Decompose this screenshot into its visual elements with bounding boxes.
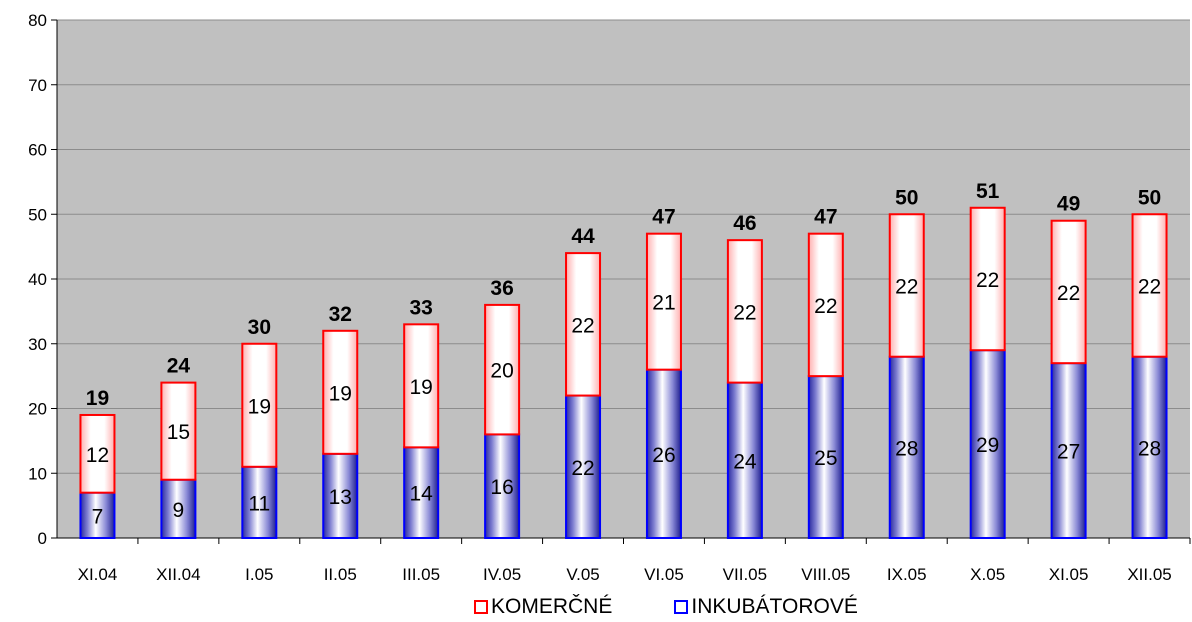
total-label: 24 xyxy=(167,355,191,378)
y-tick-label: 50 xyxy=(28,205,47,224)
y-tick-label: 10 xyxy=(28,464,47,483)
data-label-komercne: 22 xyxy=(814,295,837,318)
total-label: 19 xyxy=(86,387,109,410)
total-label: 36 xyxy=(490,277,513,300)
data-label-inkubatorove: 26 xyxy=(652,444,675,467)
legend-item-inkubatorove: INKUBÁTOROVÉ xyxy=(674,596,857,617)
data-label-inkubatorove: 28 xyxy=(1138,437,1161,460)
data-label-komercne: 19 xyxy=(329,382,352,405)
total-label: 51 xyxy=(976,180,1000,203)
x-tick-label: III.05 xyxy=(402,565,440,584)
data-label-inkubatorove: 16 xyxy=(490,476,513,499)
y-tick-label: 40 xyxy=(28,270,47,289)
x-tick-label: XI.05 xyxy=(1049,565,1089,584)
y-tick-label: 0 xyxy=(38,529,47,548)
x-tick-label: VIII.05 xyxy=(801,565,850,584)
data-label-komercne: 19 xyxy=(248,395,271,418)
total-label: 32 xyxy=(329,303,352,326)
y-tick-label: 80 xyxy=(28,11,47,30)
y-tick-label: 70 xyxy=(28,76,47,95)
x-tick-label: V.05 xyxy=(566,565,599,584)
data-label-inkubatorove: 11 xyxy=(248,492,270,515)
x-tick-label: IV.05 xyxy=(483,565,521,584)
total-label: 44 xyxy=(571,225,595,248)
legend-label-inkubatorove: INKUBÁTOROVÉ xyxy=(691,596,857,617)
legend-swatch-komercne xyxy=(474,600,488,614)
data-label-komercne: 22 xyxy=(733,301,756,324)
x-tick-label: VI.05 xyxy=(644,565,684,584)
data-label-inkubatorove: 25 xyxy=(814,447,837,470)
data-label-inkubatorove: 13 xyxy=(329,486,352,509)
data-label-komercne: 22 xyxy=(1057,282,1080,305)
stacked-bar-chart: 0 10 20 30 40 50 60 70 80 7 12 19 XI.04 9 15 24 XII.04 11… xyxy=(0,0,1192,590)
data-label-komercne: 19 xyxy=(409,376,432,399)
y-tick-label: 60 xyxy=(28,141,47,160)
total-label: 50 xyxy=(895,186,918,209)
data-label-komercne: 15 xyxy=(167,421,190,444)
legend-item-komercne: KOMERČNÉ xyxy=(474,596,612,617)
data-label-komercne: 22 xyxy=(1138,275,1161,298)
data-label-inkubatorove: 22 xyxy=(571,457,594,480)
total-label: 30 xyxy=(248,316,271,339)
data-label-inkubatorove: 29 xyxy=(976,434,999,457)
data-label-inkubatorove: 27 xyxy=(1057,441,1080,464)
x-tick-label: X.05 xyxy=(970,565,1005,584)
x-tick-label: XI.04 xyxy=(78,565,118,584)
x-tick-label: VII.05 xyxy=(723,565,767,584)
total-label: 46 xyxy=(733,212,756,235)
data-label-inkubatorove: 9 xyxy=(173,499,185,522)
legend: KOMERČNÉ INKUBÁTOROVÉ xyxy=(474,596,858,617)
x-tick-label: I.05 xyxy=(245,565,273,584)
y-tick-label: 30 xyxy=(28,335,47,354)
total-label: 50 xyxy=(1138,186,1161,209)
x-tick-label: XII.04 xyxy=(156,565,200,584)
data-label-komercne: 22 xyxy=(895,275,918,298)
x-tick-label: II.05 xyxy=(324,565,357,584)
total-label: 33 xyxy=(409,296,432,319)
data-label-inkubatorove: 24 xyxy=(733,450,757,473)
data-label-komercne: 20 xyxy=(490,360,513,383)
total-label: 49 xyxy=(1057,193,1080,216)
x-tick-label: IX.05 xyxy=(887,565,927,584)
x-tick-label: XII.05 xyxy=(1127,565,1171,584)
total-label: 47 xyxy=(814,206,837,229)
data-label-komercne: 21 xyxy=(652,292,675,315)
data-label-komercne: 12 xyxy=(86,444,109,467)
data-label-komercne: 22 xyxy=(976,269,999,292)
data-label-inkubatorove: 14 xyxy=(409,483,433,506)
y-tick-label: 20 xyxy=(28,400,47,419)
legend-label-komercne: KOMERČNÉ xyxy=(491,596,612,617)
data-label-komercne: 22 xyxy=(571,314,594,337)
data-label-inkubatorove: 28 xyxy=(895,437,918,460)
legend-swatch-inkubatorove xyxy=(674,600,688,614)
total-label: 47 xyxy=(652,206,675,229)
data-label-inkubatorove: 7 xyxy=(92,505,104,528)
